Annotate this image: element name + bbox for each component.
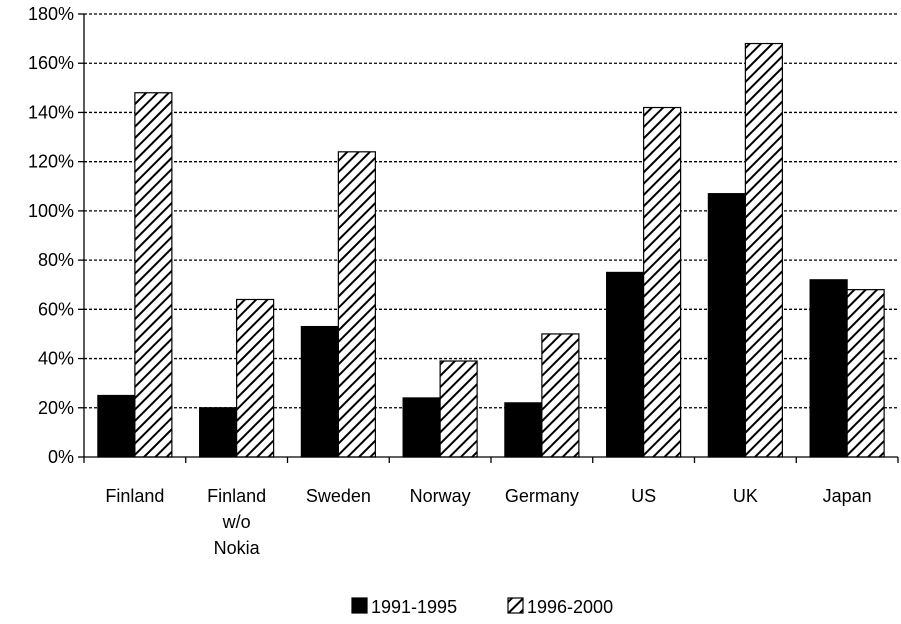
bar-1996-2000-3 <box>439 360 478 458</box>
bar-1991-1995-1 <box>199 407 238 458</box>
y-tick-label: 160% <box>28 53 74 73</box>
legend-label: 1996-2000 <box>527 597 613 617</box>
bars <box>97 42 885 458</box>
x-axis-category-labels: Finland Finland w/o Nokia Sweden Norway German… <box>105 486 871 558</box>
legend-label: 1991-1995 <box>371 597 457 617</box>
bar-1991-1995-0 <box>97 394 136 458</box>
bar-1991-1995-6 <box>707 193 746 458</box>
bar-1991-1995-4 <box>504 402 543 458</box>
x-category-label: Norway <box>410 486 471 506</box>
legend-swatch <box>507 597 524 614</box>
legend-swatch <box>351 597 368 614</box>
y-tick-label: 80% <box>38 250 74 270</box>
x-category-label: Finland <box>105 486 164 506</box>
bar-1991-1995-2 <box>300 325 339 458</box>
bar-1996-2000-5 <box>643 106 682 458</box>
bar-1996-2000-0 <box>134 92 173 458</box>
y-tick-label: 100% <box>28 201 74 221</box>
bar-1991-1995-7 <box>809 279 848 458</box>
x-category-label: Sweden <box>306 486 371 506</box>
y-tick-label: 0% <box>48 447 74 467</box>
y-tick-label: 40% <box>38 349 74 369</box>
bar-1991-1995-3 <box>402 397 441 458</box>
y-tick-label: 20% <box>38 398 74 418</box>
x-category-label: Japan <box>823 486 872 506</box>
axes <box>78 13 899 463</box>
x-category-label: Germany <box>505 486 579 506</box>
y-axis-tick-labels: 0% 20% 40% 60% 80% 100% 120% 140% 160% 180% <box>28 4 74 467</box>
bar-1996-2000-7 <box>846 289 885 458</box>
x-category-label: US <box>631 486 656 506</box>
bar-1996-2000-4 <box>541 333 580 458</box>
bar-1991-1995-5 <box>606 271 645 458</box>
bar-1996-2000-2 <box>337 151 376 458</box>
bar-1996-2000-6 <box>744 42 783 458</box>
y-tick-label: 140% <box>28 102 74 122</box>
x-category-label: UK <box>733 486 758 506</box>
y-tick-label: 60% <box>38 299 74 319</box>
y-tick-label: 120% <box>28 152 74 172</box>
gridlines <box>84 13 898 409</box>
legend: 1991-1995 1996-2000 <box>351 597 613 617</box>
bar-1996-2000-1 <box>236 298 275 458</box>
y-tick-label: 180% <box>28 4 74 24</box>
x-category-label: Finland w/o Nokia <box>207 486 266 558</box>
